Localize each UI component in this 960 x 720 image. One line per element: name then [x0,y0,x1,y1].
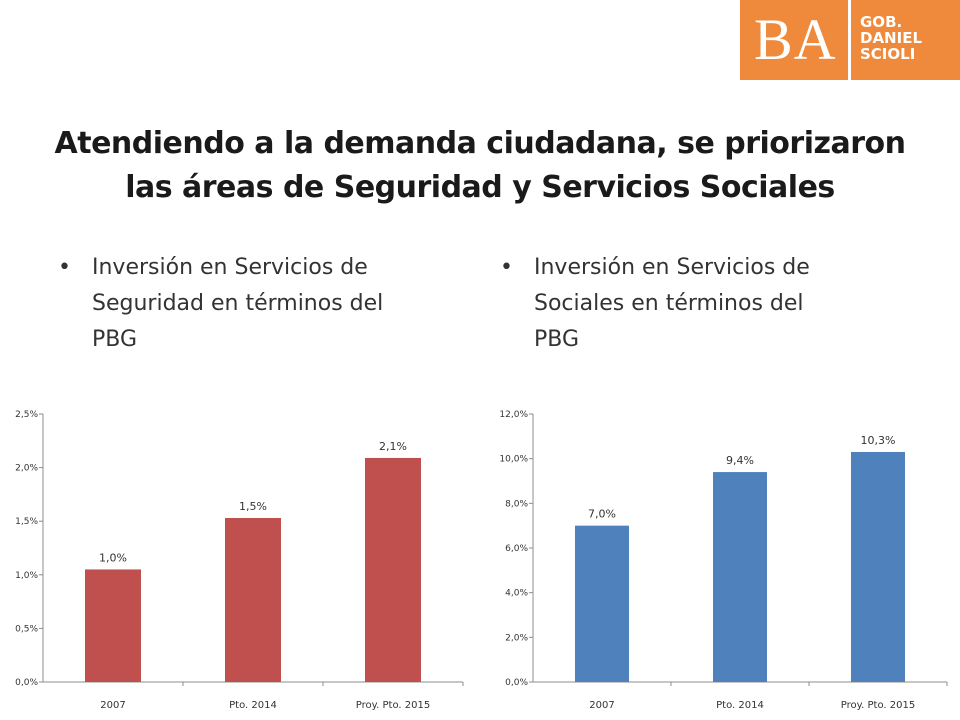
bullet-seguridad: • Inversión en Servicios de Seguridad en… [58,250,472,358]
logo-line-scioli: SCIOLI [860,45,916,63]
y-tick-label: 1,0% [15,571,38,581]
data-label: 7,0% [588,508,616,521]
bar [851,451,905,682]
y-tick-label: 0,5% [15,624,38,634]
y-tick-label: 12,0% [499,410,528,420]
data-label: 2,1% [379,440,407,453]
chart-seguridad: 0,0% 0,5% 1,0% 1,5% 2,0% 2,5% 1,0% 2007 1,5% Pto.… [15,410,464,711]
y-tick-label: 0,0% [15,678,38,688]
bullet-line: Inversión en Servicios de [92,255,368,280]
logo-line-gob: GOB. [860,13,903,31]
bar [85,569,141,682]
data-label: 1,0% [99,551,127,564]
logo-divider [848,0,851,80]
slide-title-line-1: Atendiendo a la demanda ciudadana, se pr… [54,126,906,161]
slide-title: Atendiendo a la demanda ciudadana, se pr… [0,122,960,210]
logo: BA GOB. DANIEL SCIOLI [740,0,960,80]
x-tick-label: Proy. Pto. 2015 [356,700,430,711]
logo-gob-text: GOB. DANIEL SCIOLI [860,14,956,62]
chart-sociales: 0,0% 2,0% 4,0% 6,0% 8,0% 10,0% 12,0% 7,0% 2007 9,… [499,410,948,711]
bullet-line: Inversión en Servicios de [534,255,810,280]
data-label: 9,4% [726,454,754,467]
data-label: 10,3% [861,434,896,447]
y-tick-label: 1,5% [15,517,38,527]
y-tick-label: 8,0% [505,499,528,509]
bullet-line: PBG [92,327,138,352]
slide-title-line-2: las áreas de Seguridad y Servicios Socia… [125,170,835,205]
bullet-line: Sociales en términos del [534,291,804,316]
x-tick-label: Pto. 2014 [716,700,764,711]
logo-line-daniel: DANIEL [860,29,922,47]
bullet-line: PBG [534,327,580,352]
bar [225,517,281,682]
x-tick-label: 2007 [589,700,614,711]
bullet-dot: • [500,255,513,280]
y-tick-label: 2,0% [505,633,528,643]
x-tick-label: Pto. 2014 [229,700,277,711]
bar [575,525,629,682]
bullet-line: Seguridad en términos del [92,291,384,316]
data-label: 1,5% [239,500,267,513]
y-tick-label: 4,0% [505,589,528,599]
bar [713,472,767,682]
y-tick-label: 2,5% [15,410,38,420]
logo-ba-text: BA [754,7,837,72]
y-tick-label: 0,0% [505,678,528,688]
bullet-dot: • [58,255,71,280]
x-tick-label: Proy. Pto. 2015 [841,700,915,711]
y-tick-label: 6,0% [505,544,528,554]
x-tick-label: 2007 [100,700,125,711]
bar [365,457,421,682]
bullet-sociales: • Inversión en Servicios de Sociales en … [500,250,914,358]
y-tick-label: 10,0% [499,455,528,465]
y-tick-label: 2,0% [15,464,38,474]
